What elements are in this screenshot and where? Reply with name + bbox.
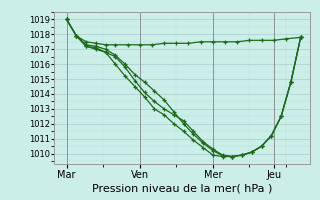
X-axis label: Pression niveau de la mer( hPa ): Pression niveau de la mer( hPa ) xyxy=(92,184,273,194)
